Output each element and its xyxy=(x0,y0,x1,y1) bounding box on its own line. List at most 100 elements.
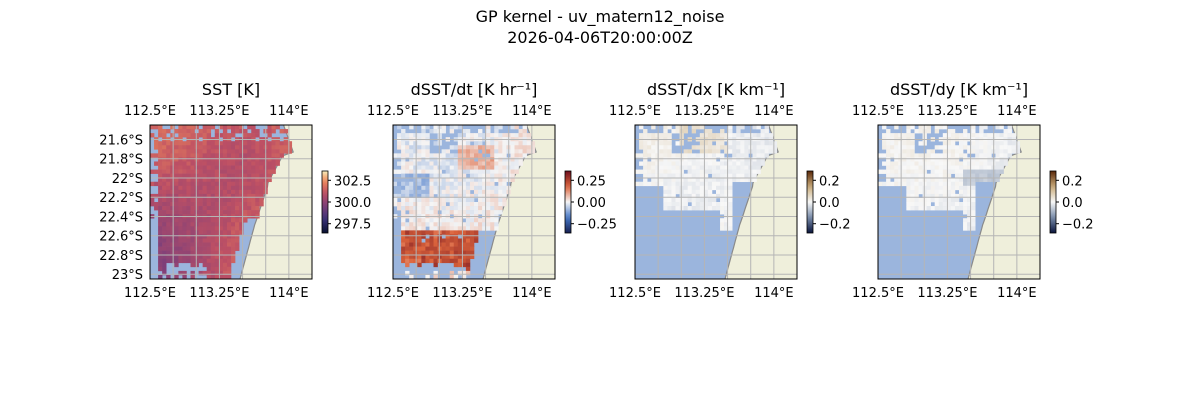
heatmap-cell xyxy=(647,161,652,166)
heatmap-cell xyxy=(736,177,741,183)
heatmap-cell xyxy=(979,165,984,170)
heatmap-cell xyxy=(910,149,915,154)
heatmap-cell xyxy=(170,258,175,264)
heatmap-cell xyxy=(206,193,212,199)
colorbar-tick-label: −0.2 xyxy=(819,218,851,233)
heatmap-cell xyxy=(695,173,701,178)
heatmap-cell xyxy=(190,234,195,239)
heatmap-cell xyxy=(486,189,491,195)
heatmap-cell xyxy=(671,181,676,187)
heatmap-cell xyxy=(486,181,491,187)
heatmap-cell xyxy=(975,169,980,174)
heatmap-cell xyxy=(461,165,467,170)
heatmap-cell xyxy=(954,145,960,150)
heatmap-cell xyxy=(675,129,680,134)
heatmap-cell xyxy=(210,266,216,272)
heatmap-cell xyxy=(760,141,765,146)
heatmap-cell xyxy=(695,206,701,211)
heatmap-cell xyxy=(243,157,248,162)
heatmap-cell xyxy=(465,210,471,215)
heatmap-cell xyxy=(226,206,232,211)
heatmap-cell xyxy=(498,165,503,170)
heatmap-cell xyxy=(886,169,891,174)
heatmap-cell xyxy=(449,165,455,170)
heatmap-cell xyxy=(170,238,175,243)
heatmap-cell xyxy=(231,258,236,264)
heatmap-cell xyxy=(643,153,648,158)
heatmap-cell xyxy=(756,125,761,130)
heatmap-cell xyxy=(469,157,475,162)
heatmap-cell xyxy=(914,193,919,199)
heatmap-cell xyxy=(910,173,915,178)
heatmap-cell xyxy=(518,129,523,134)
heatmap-cell xyxy=(918,189,923,195)
heatmap-cell xyxy=(413,210,418,215)
heatmap-cell xyxy=(469,177,475,183)
heatmap-cell xyxy=(482,197,487,203)
heatmap-cell xyxy=(498,206,503,211)
heatmap-cell xyxy=(226,125,232,130)
heatmap-cell xyxy=(425,173,430,178)
heatmap-cell xyxy=(667,161,672,166)
heatmap-cell xyxy=(465,169,471,174)
heatmap-cell xyxy=(405,149,410,154)
heatmap-cell xyxy=(950,153,956,158)
heatmap-cell xyxy=(906,141,911,146)
heatmap-cell xyxy=(474,230,479,235)
heatmap-cell xyxy=(1011,149,1016,154)
heatmap-cell xyxy=(182,129,187,134)
heatmap-cell xyxy=(946,197,952,203)
heatmap-cell xyxy=(687,181,692,187)
heatmap-cell xyxy=(222,210,228,215)
heatmap-cell xyxy=(764,129,769,134)
heatmap-cell xyxy=(405,238,410,243)
heatmap-cell xyxy=(429,193,434,199)
heatmap-cell xyxy=(178,193,183,199)
heatmap-cell xyxy=(421,197,426,203)
heatmap-cell xyxy=(703,193,709,199)
heatmap-cell xyxy=(461,230,467,235)
heatmap-cell xyxy=(222,262,228,268)
heatmap-cell xyxy=(235,197,240,203)
heatmap-cell xyxy=(950,206,956,211)
heatmap-cell xyxy=(474,149,479,154)
x-tick-label-bottom: 112.5°E xyxy=(609,286,661,301)
heatmap-cell xyxy=(954,157,960,162)
heatmap-cell xyxy=(162,210,167,215)
heatmap-cell xyxy=(445,230,450,235)
heatmap-cell xyxy=(210,234,216,239)
heatmap-cell xyxy=(514,125,519,130)
heatmap-cell xyxy=(457,165,463,170)
heatmap-cell xyxy=(946,181,952,187)
heatmap-cell xyxy=(405,226,410,231)
heatmap-cell xyxy=(409,218,414,223)
heatmap-cell xyxy=(457,206,463,211)
heatmap-cell xyxy=(934,157,940,162)
heatmap-cell xyxy=(651,161,656,166)
y-tick-label: 22.2°S xyxy=(99,191,143,206)
heatmap-cell xyxy=(522,129,527,134)
heatmap-cell xyxy=(162,133,167,138)
heatmap-cell xyxy=(170,181,175,187)
heatmap-cell xyxy=(421,161,426,166)
heatmap-cell xyxy=(522,149,527,154)
heatmap-cell xyxy=(239,157,244,162)
heatmap-cell xyxy=(490,185,495,191)
heatmap-cell xyxy=(711,153,717,158)
heatmap-cell xyxy=(930,206,935,211)
heatmap-cell xyxy=(711,185,717,191)
heatmap-cell xyxy=(894,149,899,154)
heatmap-cell xyxy=(526,145,531,150)
heatmap-cell xyxy=(429,238,434,243)
heatmap-cell xyxy=(486,133,491,138)
heatmap-cell xyxy=(655,181,660,187)
heatmap-cell xyxy=(967,206,972,211)
gridlines xyxy=(635,125,797,279)
heatmap-cell xyxy=(405,206,410,211)
heatmap-cell xyxy=(926,185,931,191)
heatmap-cell xyxy=(226,226,232,231)
heatmap-cell xyxy=(449,193,455,199)
heatmap-cell xyxy=(226,193,232,199)
heatmap-cell xyxy=(445,177,450,183)
heatmap-cell xyxy=(267,173,272,178)
